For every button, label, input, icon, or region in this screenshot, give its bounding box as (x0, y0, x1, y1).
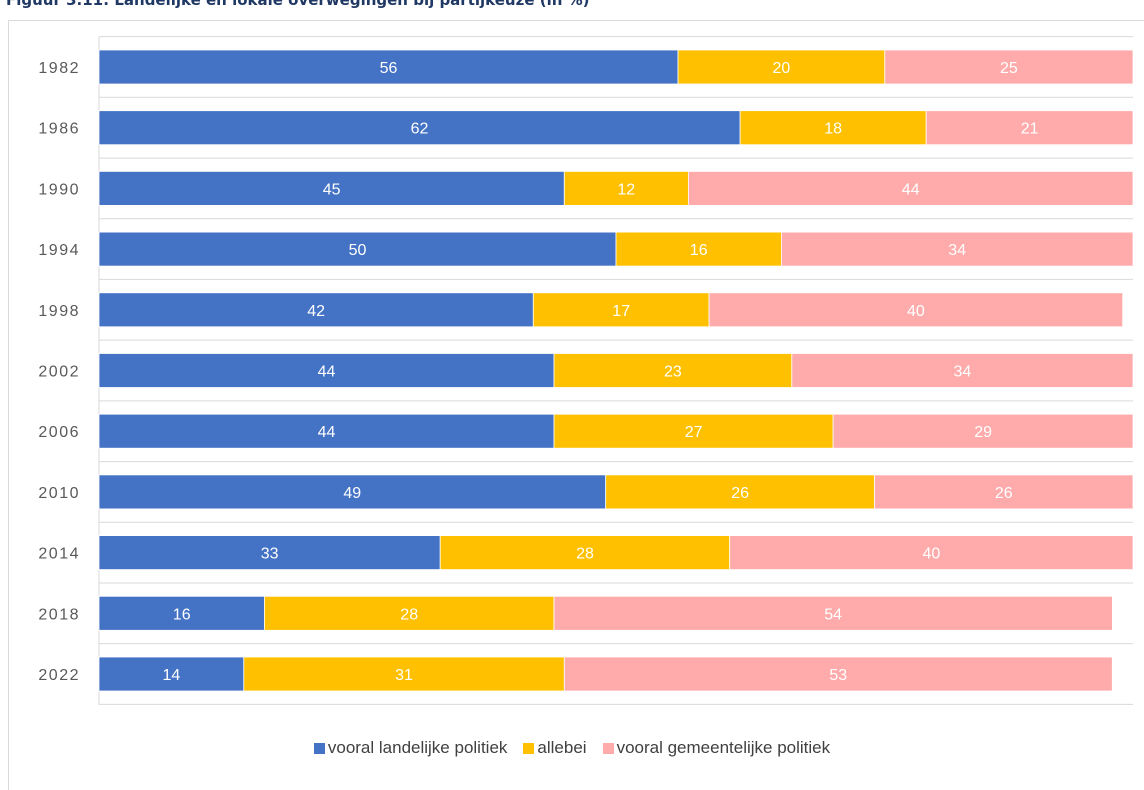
bar-segment-series-0 (98, 413, 555, 449)
data-label: 45 (323, 181, 341, 198)
y-tick-label: 1994 (38, 242, 80, 259)
data-label: 18 (824, 121, 842, 138)
bar-segment-series-2 (832, 413, 1134, 449)
legend-swatch-allebei (523, 742, 535, 754)
bar-segment-series-2 (688, 170, 1134, 206)
bar-segment-series-2 (553, 595, 1113, 631)
bar-segment-series-1 (605, 474, 875, 510)
data-label: 44 (318, 424, 336, 441)
data-label: 44 (318, 364, 336, 381)
y-tick-label: 2018 (38, 606, 80, 623)
data-label: 28 (400, 606, 418, 623)
data-label: 16 (690, 242, 708, 259)
bar-segment-series-0 (98, 170, 565, 206)
bar-segment-series-2 (563, 656, 1113, 692)
data-label: 34 (948, 242, 966, 259)
data-label: 14 (163, 667, 181, 684)
bar-segment-series-2 (884, 49, 1134, 85)
bar-segment-series-0 (98, 474, 607, 510)
bar-segment-series-2 (708, 292, 1124, 328)
data-label: 21 (1021, 121, 1039, 138)
y-tick-label: 1990 (38, 181, 80, 198)
y-tick-label: 1982 (38, 60, 80, 77)
bar-segment-series-2 (874, 474, 1134, 510)
bar-segment-series-0 (98, 595, 265, 631)
legend-item-allebei: allebei (523, 738, 587, 758)
y-tick-label: 2006 (38, 424, 80, 441)
bar-segment-series-0 (98, 353, 555, 388)
data-label: 26 (731, 485, 749, 502)
bar-segment-series-0 (98, 49, 679, 85)
bar-segment-series-1 (553, 413, 834, 449)
data-label: 53 (829, 667, 847, 684)
legend-label-gemeentelijk: vooral gemeentelijke politiek (616, 738, 831, 757)
data-label: 28 (576, 546, 594, 563)
data-label: 23 (664, 364, 682, 381)
data-label: 49 (343, 485, 361, 502)
bar-segment-series-0 (98, 231, 617, 267)
data-label: 42 (307, 303, 325, 320)
data-label: 56 (380, 60, 398, 77)
legend-label-landelijk: vooral landelijke politiek (327, 738, 508, 757)
data-label: 16 (173, 606, 191, 623)
data-label: 54 (824, 606, 842, 623)
bar-segment-series-1 (615, 231, 782, 267)
data-label: 17 (612, 303, 630, 320)
y-tick-label: 2022 (38, 667, 80, 684)
data-label: 12 (617, 181, 635, 198)
y-tick-label: 2014 (38, 546, 80, 563)
data-label: 31 (395, 667, 413, 684)
bar-segment-series-2 (925, 110, 1134, 146)
data-label: 50 (349, 242, 367, 259)
legend-item-landelijk: vooral landelijke politiek (313, 738, 508, 758)
data-label: 40 (907, 303, 925, 320)
data-label: 44 (902, 181, 920, 198)
data-label: 27 (685, 424, 703, 441)
y-tick-label: 2010 (38, 485, 80, 502)
bar-segment-series-2 (729, 535, 1134, 570)
bar-segment-series-0 (98, 535, 441, 570)
bar-segment-series-1 (563, 170, 689, 206)
data-label: 29 (974, 424, 992, 441)
bar-segment-series-1 (243, 656, 565, 692)
data-label: 33 (261, 546, 279, 563)
legend-label-allebei: allebei (537, 738, 587, 757)
data-label: 62 (411, 121, 429, 138)
legend-item-gemeentelijk: vooral gemeentelijke politiek (602, 738, 831, 758)
legend-swatch-landelijk (313, 742, 325, 754)
figure-title: Figuur 3.11: Landelijke en lokale overwe… (6, 0, 590, 9)
bar-segment-series-2 (791, 353, 1134, 388)
legend: vooral landelijke politiek allebei voora… (0, 738, 1144, 758)
bar-segment-series-1 (677, 49, 886, 85)
bar-segment-series-1 (439, 535, 731, 570)
y-tick-label: 2002 (38, 364, 80, 381)
data-label: 26 (995, 485, 1013, 502)
bar-segment-series-1 (553, 353, 793, 388)
data-label: 25 (1000, 60, 1018, 77)
data-label: 34 (954, 364, 972, 381)
bar-segment-series-2 (781, 231, 1134, 267)
data-label: 40 (923, 546, 941, 563)
bar-segment-series-0 (98, 656, 245, 692)
bar-segment-series-1 (263, 595, 555, 631)
legend-swatch-gemeentelijk (602, 742, 614, 754)
y-tick-label: 1998 (38, 303, 80, 320)
data-label: 20 (773, 60, 791, 77)
y-tick-label: 1986 (38, 121, 80, 138)
